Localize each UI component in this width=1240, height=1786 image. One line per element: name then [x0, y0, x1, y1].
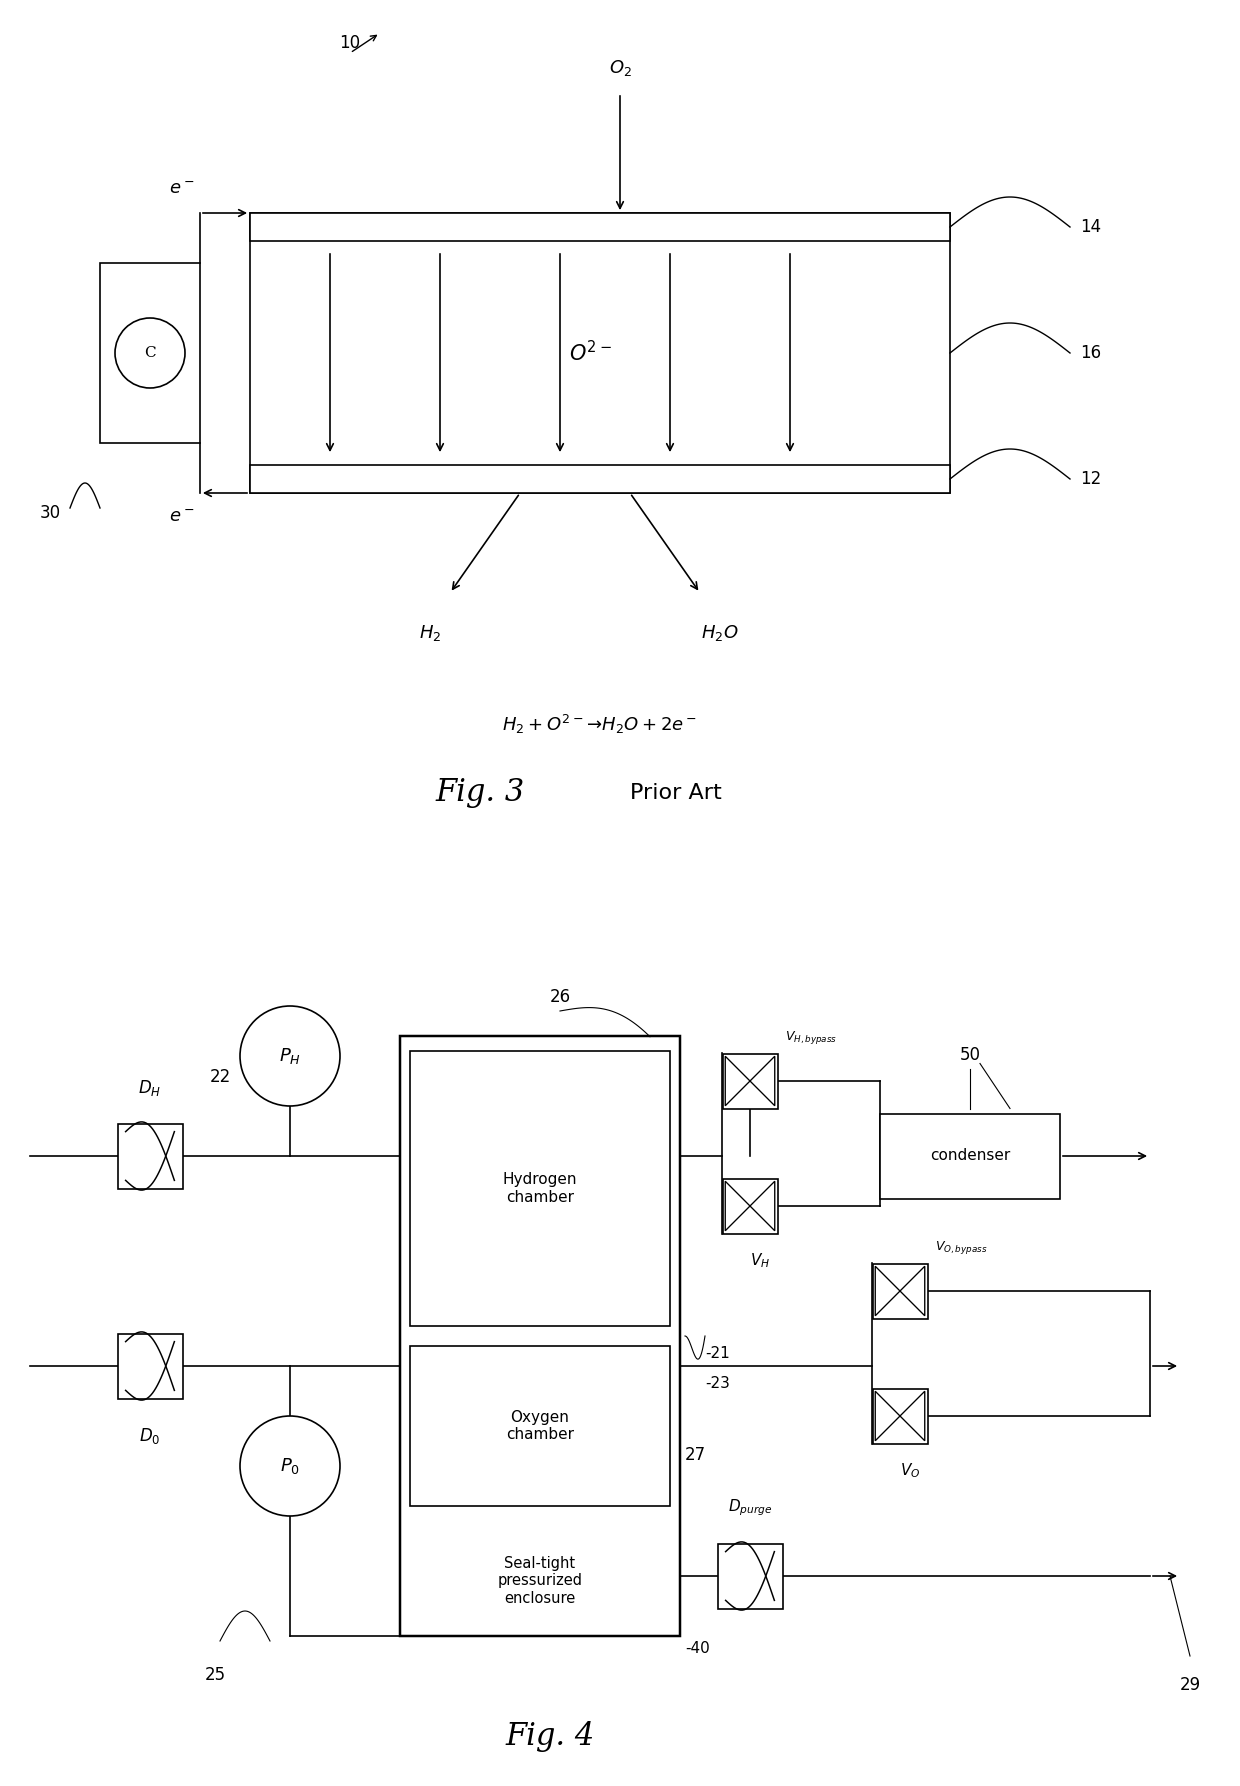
Text: $H_2O$: $H_2O$	[702, 623, 739, 643]
Bar	[723, 1179, 777, 1234]
Bar	[718, 1543, 782, 1609]
Text: $H_2 + O^{2-} \!\rightarrow\! H_2O + 2e^-$: $H_2 + O^{2-} \!\rightarrow\! H_2O + 2e^…	[502, 713, 698, 736]
Text: $V_H$: $V_H$	[750, 1250, 770, 1270]
Text: $V_{H,bypass}$: $V_{H,bypass}$	[785, 1029, 837, 1047]
Text: Hydrogen
chamber: Hydrogen chamber	[502, 1172, 578, 1206]
Text: 50: 50	[960, 1045, 981, 1063]
Polygon shape	[900, 1266, 925, 1316]
Circle shape	[241, 1006, 340, 1106]
Bar	[250, 213, 950, 493]
Bar	[100, 263, 200, 443]
Polygon shape	[875, 1266, 900, 1316]
Polygon shape	[750, 1181, 775, 1231]
Text: 10: 10	[340, 34, 361, 52]
Bar	[880, 1113, 1060, 1198]
Circle shape	[115, 318, 185, 388]
Polygon shape	[725, 1056, 750, 1106]
Bar	[410, 1050, 670, 1325]
Text: -21: -21	[706, 1347, 730, 1361]
Bar	[401, 1036, 680, 1636]
Text: $e^-$: $e^-$	[170, 507, 195, 527]
Text: $O_2$: $O_2$	[609, 57, 631, 79]
Bar	[723, 1054, 777, 1109]
Bar	[118, 1123, 182, 1188]
Text: 16: 16	[1080, 345, 1101, 363]
Text: $e^-$: $e^-$	[170, 180, 195, 198]
Text: 22: 22	[210, 1068, 231, 1086]
Bar	[873, 1388, 928, 1443]
Text: $H_2$: $H_2$	[419, 623, 441, 643]
Text: 25: 25	[205, 1666, 226, 1684]
Text: -23: -23	[706, 1375, 730, 1391]
Text: 26: 26	[549, 988, 570, 1006]
Text: Prior Art: Prior Art	[630, 782, 722, 804]
Circle shape	[241, 1416, 340, 1516]
Polygon shape	[725, 1181, 750, 1231]
Text: $P_H$: $P_H$	[279, 1047, 301, 1066]
Text: $P_0$: $P_0$	[280, 1456, 300, 1475]
Bar	[118, 1334, 182, 1398]
Text: $O^{2-}$: $O^{2-}$	[569, 341, 611, 366]
Text: -40: -40	[684, 1641, 709, 1656]
Text: 27: 27	[684, 1447, 706, 1465]
Text: Fig. 4: Fig. 4	[506, 1720, 595, 1752]
Text: $D_0$: $D_0$	[139, 1425, 161, 1447]
Text: condenser: condenser	[930, 1148, 1011, 1163]
Text: $V_O$: $V_O$	[900, 1461, 920, 1479]
Text: $D_H$: $D_H$	[139, 1079, 161, 1098]
Text: C: C	[144, 346, 156, 361]
Polygon shape	[900, 1391, 925, 1441]
Bar	[873, 1263, 928, 1318]
Text: Oxygen
chamber: Oxygen chamber	[506, 1409, 574, 1443]
Text: 12: 12	[1080, 470, 1101, 488]
Text: $V_{O,bypass}$: $V_{O,bypass}$	[935, 1239, 987, 1256]
Text: 14: 14	[1080, 218, 1101, 236]
Bar	[250, 464, 950, 493]
Bar	[410, 1347, 670, 1506]
Text: $D_{purge}$: $D_{purge}$	[728, 1497, 773, 1518]
Bar	[250, 213, 950, 241]
Text: $1/2\,O_2 + 2e^- \!\rightarrow\! O^{2-}$: $1/2\,O_2 + 2e^- \!\rightarrow\! O^{2-}$	[536, 0, 704, 4]
Text: 30: 30	[40, 504, 61, 522]
Text: Fig. 3: Fig. 3	[435, 777, 525, 809]
Text: Seal-tight
pressurized
enclosure: Seal-tight pressurized enclosure	[497, 1556, 583, 1606]
Polygon shape	[750, 1056, 775, 1106]
Text: 29: 29	[1179, 1675, 1200, 1693]
Polygon shape	[875, 1391, 900, 1441]
